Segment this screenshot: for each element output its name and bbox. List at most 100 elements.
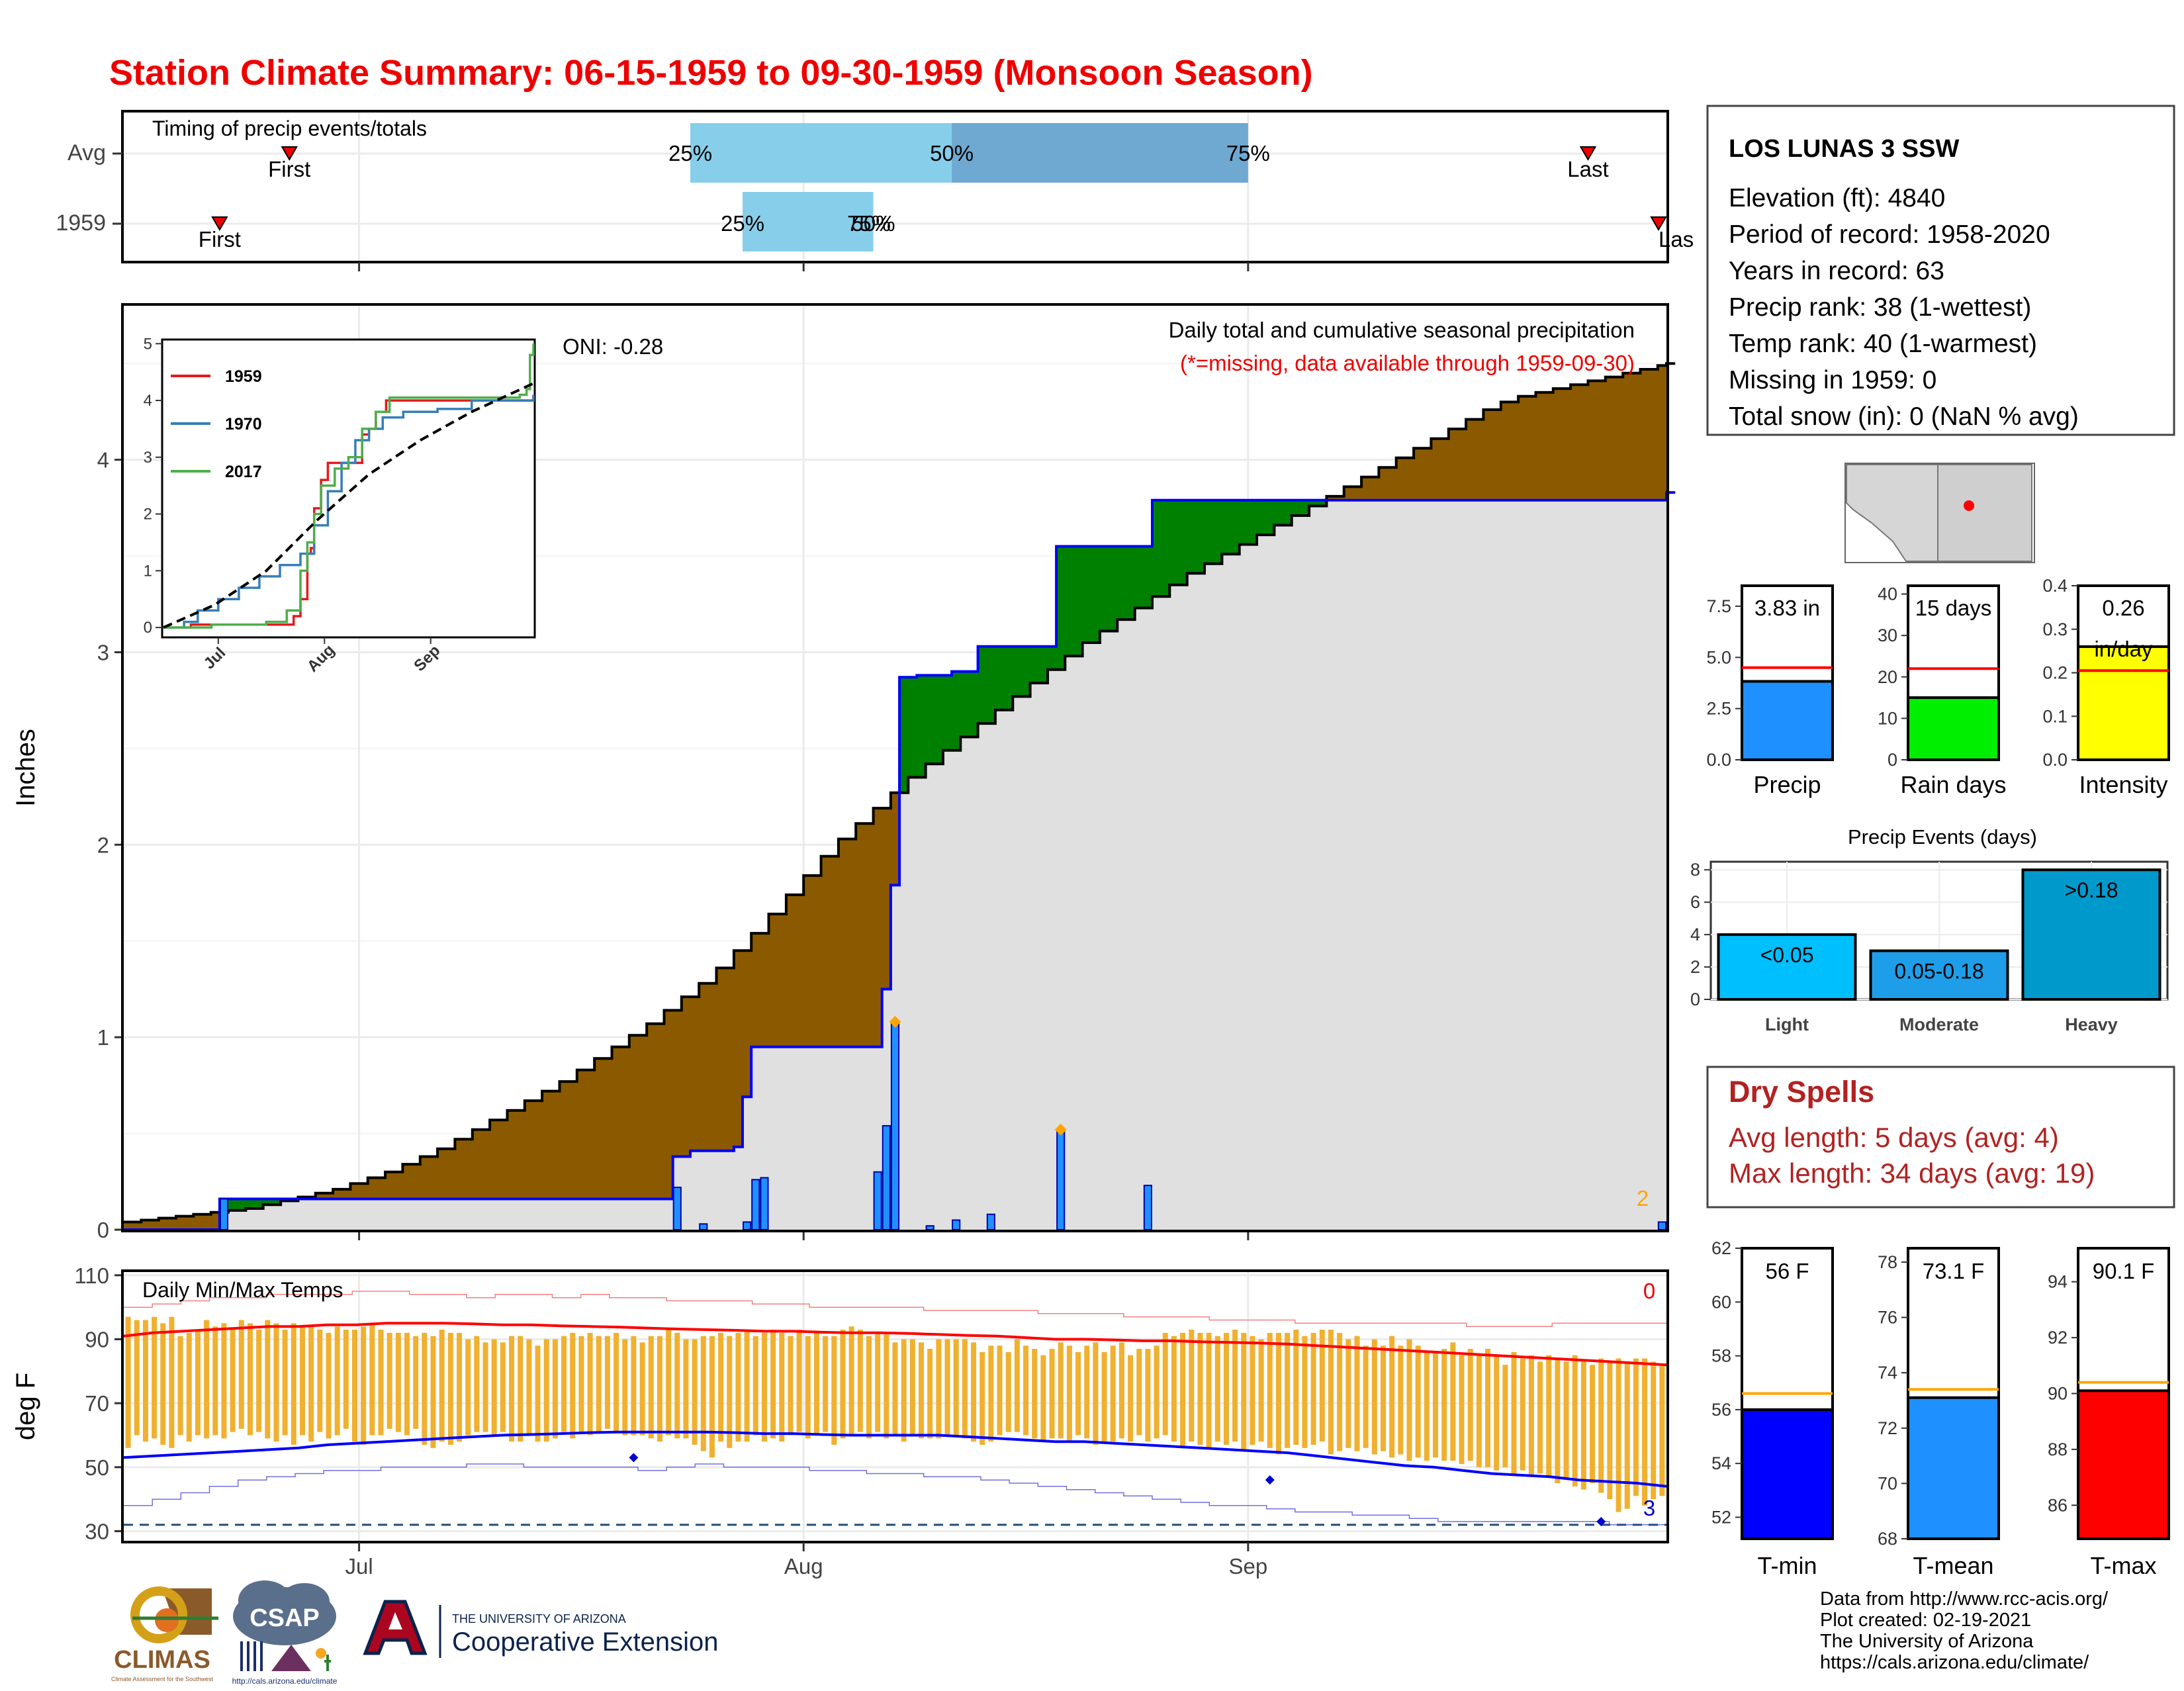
panel-label: Rain days [1900,771,2006,798]
cold-count: 3 [1643,1496,1655,1520]
daily-temp-bar [509,1336,515,1442]
daily-temp-bar [500,1342,506,1432]
daily-temp-bar [570,1332,576,1439]
events-bar-label: Moderate [1899,1015,1979,1034]
record-max-line [124,1291,1666,1327]
daily-temp-bar [805,1336,811,1439]
deficit-segment [882,808,891,989]
panel-y-tick-label: 94 [2048,1272,2068,1292]
deficit-segment [1579,385,1589,500]
daily-temp-bar [840,1330,846,1439]
timing-row-1959-label: 1959 [56,210,106,236]
surplus-segment [263,1199,273,1205]
timing-title: Timing of precip events/totals [152,116,427,140]
inset-y-tick-label: 1 [144,562,152,580]
deficit-segment [1518,396,1527,500]
daily-temp-bar [282,1330,288,1436]
deficit-segment [516,1110,525,1199]
daily-temp-bar [1162,1332,1168,1436]
daily-temp-bar [857,1330,863,1432]
daily-temp-bar [1642,1358,1648,1506]
deficit-segment [1605,377,1615,500]
daily-temp-bar [1118,1342,1124,1439]
daily-temp-bar [944,1339,950,1436]
deficit-segment [1509,402,1519,500]
y-tick-label: 4 [97,448,109,473]
daily-temp-bar [648,1336,654,1439]
surplus-segment [917,675,927,778]
deficit-segment [707,983,717,1151]
surplus-segment [925,675,935,764]
panel-y-tick-label: 76 [1878,1308,1897,1328]
daily-temp-bar [1659,1365,1665,1496]
daily-temp-bar [1232,1330,1238,1442]
deficit-segment [1570,385,1580,500]
deficit-segment [603,1058,613,1199]
surplus-segment [254,1199,264,1209]
events-y-tick-label: 0 [1690,989,1700,1009]
daily-temp-bar [1406,1339,1412,1461]
deficit-segment [647,1023,656,1199]
daily-temp-bar [1180,1332,1186,1448]
deficit-segment [873,808,883,1047]
station-info-box: LOS LUNAS 3 SSW Elevation (ft): 4840 Peri… [1706,105,2175,436]
daily-temp-bar [1546,1355,1552,1477]
deficit-segment [716,968,726,1151]
daily-temp-bar [447,1332,453,1445]
inset-legend-label: 1959 [225,367,262,386]
station-info-line: Period of record: 1958-2020 [1729,220,2050,249]
daily-temp-bar [430,1336,436,1448]
observed-cumulative-area [124,492,1666,1230]
corner-count: 2 [1637,1186,1649,1211]
precip-ylabel: Inches [11,729,40,807]
deficit-segment [890,792,900,886]
deficit-segment [1527,396,1537,500]
deficit-segment [428,1156,438,1199]
deficit-segment [411,1164,421,1199]
deficit-segment [367,1177,377,1199]
daily-temp-bar [909,1339,915,1436]
daily-temp-bar [979,1351,985,1445]
daily-temp-bar [195,1330,201,1436]
daily-temp-bar [1171,1336,1177,1442]
deficit-segment [743,950,752,1097]
daily-precip-bar [890,1021,900,1231]
surplus-segment [1038,646,1048,684]
daily-temp-bar [387,1332,392,1429]
temp-y-tick-label: 90 [85,1328,109,1352]
deficit-segment [655,1023,665,1199]
deficit-segment [760,933,770,1047]
deficit-segment [1535,392,1545,500]
climas-logo-text: CLIMAS [114,1646,210,1674]
observed-cumulative-line [124,491,1676,1231]
daily-temp-bar [561,1336,567,1432]
temperature-bar-panels: 52 54 56 58 60 62 56 F T-min 68 70 72 74 76 78 73.1 F T… [1711,1238,2170,1579]
daily-temp-bar [422,1332,428,1445]
surplus-segment [1004,646,1013,710]
daily-temp-bar [1319,1330,1325,1442]
daily-temp-bar [1337,1332,1343,1451]
daily-precip-bar [952,1219,961,1231]
daily-temp-bar [1032,1349,1038,1439]
inset-series-avg [163,382,534,629]
daily-precip-bar [882,1124,891,1230]
panel-y-tick-label: 0.2 [2042,663,2068,683]
daily-temp-bar [788,1336,794,1436]
deficit-segment [638,1035,647,1199]
temp-y-tick-label: 70 [85,1391,109,1416]
station-info-line: Elevation (ft): 4840 [1729,184,1945,212]
events-y-tick-label: 2 [1690,957,1700,977]
daily-temp-bar [587,1332,593,1436]
surplus-segment [1230,500,1240,555]
daily-temp-bar [884,1332,889,1439]
deficit-segment [1370,477,1380,500]
surplus-segment [1195,500,1205,574]
surplus-segment [1265,500,1275,535]
oni-label: ONI: -0.28 [563,334,663,359]
deficit-segment [829,856,839,1047]
surplus-segment [952,671,961,751]
deficit-segment [612,1046,621,1199]
